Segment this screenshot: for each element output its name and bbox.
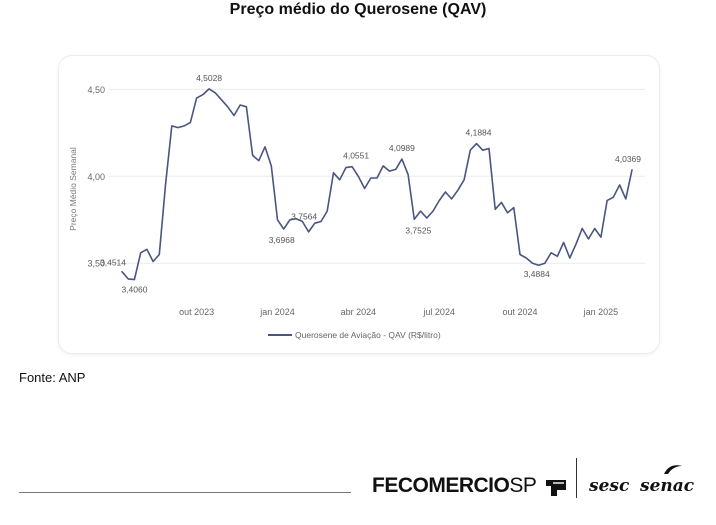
fecomercio-wordmark: FECOMERCIO <box>372 474 510 497</box>
data-label: 3,4514 <box>100 258 126 268</box>
data-label: 3,6968 <box>269 235 295 245</box>
data-label: 4,0369 <box>615 154 641 164</box>
senac-swoosh-icon <box>664 465 682 474</box>
data-label: 4,1884 <box>466 128 492 138</box>
x-tick-label: jan 2024 <box>259 307 295 317</box>
data-label: 4,0989 <box>389 143 415 153</box>
logo-separator <box>576 458 577 498</box>
data-label: 3,4884 <box>524 269 550 279</box>
x-tick-label: jul 2024 <box>422 307 455 317</box>
sesc-logo: sesc <box>589 476 630 496</box>
senac-logo: senac <box>640 476 695 496</box>
footer-divider <box>19 492 351 493</box>
fecomercio-sp: SP <box>509 474 537 497</box>
y-tick-label: 4,50 <box>87 85 105 95</box>
data-label: 4,0551 <box>343 151 369 161</box>
chart-title: Preço médio do Querosene (QAV) <box>229 1 487 18</box>
x-tick-label: out 2023 <box>179 307 214 317</box>
y-tick-label: 3,50 <box>87 259 105 269</box>
fecomercio-flag-icon <box>546 480 566 496</box>
chart-card <box>58 55 660 354</box>
data-label: 3,7525 <box>405 225 431 235</box>
x-tick-label: jan 2025 <box>583 307 619 317</box>
data-label: 4,5028 <box>196 73 222 83</box>
fecomercio-logo: FECOMERCIOSP <box>372 474 537 498</box>
legend-label: Querosene de Aviação - QAV (R$/litro) <box>295 330 441 340</box>
source-note: Fonte: ANP <box>19 370 86 385</box>
data-label: 3,4060 <box>121 285 147 295</box>
x-tick-label: out 2024 <box>503 307 538 317</box>
line-chart: 3,50 4,00 4,50 Preço Médio Semanal out 2023 j… <box>68 73 645 340</box>
x-tick-label: abr 2024 <box>341 307 377 317</box>
y-tick-label: 4,00 <box>87 172 105 182</box>
series-line <box>121 88 633 281</box>
y-axis-title: Preço Médio Semanal <box>68 147 78 231</box>
data-label: 3,7564 <box>291 212 317 222</box>
